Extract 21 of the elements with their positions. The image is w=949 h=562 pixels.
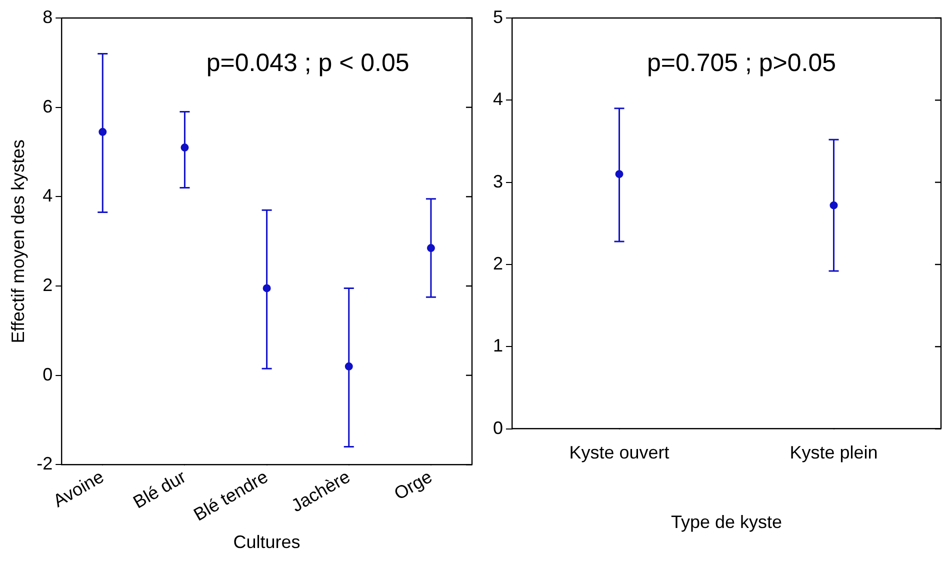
y-tick-label: 5: [492, 6, 504, 27]
y-tick-label: 2: [492, 253, 504, 274]
y-tick-label: 4: [42, 186, 53, 206]
x-axis-title: Type de kyste: [670, 512, 782, 532]
x-tick-label: Blé dur: [130, 466, 190, 512]
x-tick-label: Kyste ouvert: [569, 442, 670, 463]
x-tick-label: Orge: [390, 466, 436, 504]
y-tick-label: 6: [42, 96, 53, 116]
y-tick-label: 0: [42, 364, 53, 384]
annotation: p=0.043 ; p < 0.05: [206, 48, 410, 77]
x-axis-title: Cultures: [233, 532, 300, 552]
x-tick-label: Kyste plein: [790, 442, 878, 463]
y-tick-label: 1: [492, 336, 504, 356]
y-axis-title: Effectif moyen des kystes: [8, 139, 28, 344]
annotation: p=0.705 ; p>0.05: [646, 48, 836, 77]
y-tick-label: 4: [492, 89, 504, 110]
y-tick-label: 0: [492, 418, 504, 438]
y-tick-label: 8: [42, 6, 53, 27]
y-tick-label: 3: [492, 171, 504, 192]
y-tick-label: 2: [42, 274, 53, 295]
y-tick-label: -2: [36, 454, 53, 474]
